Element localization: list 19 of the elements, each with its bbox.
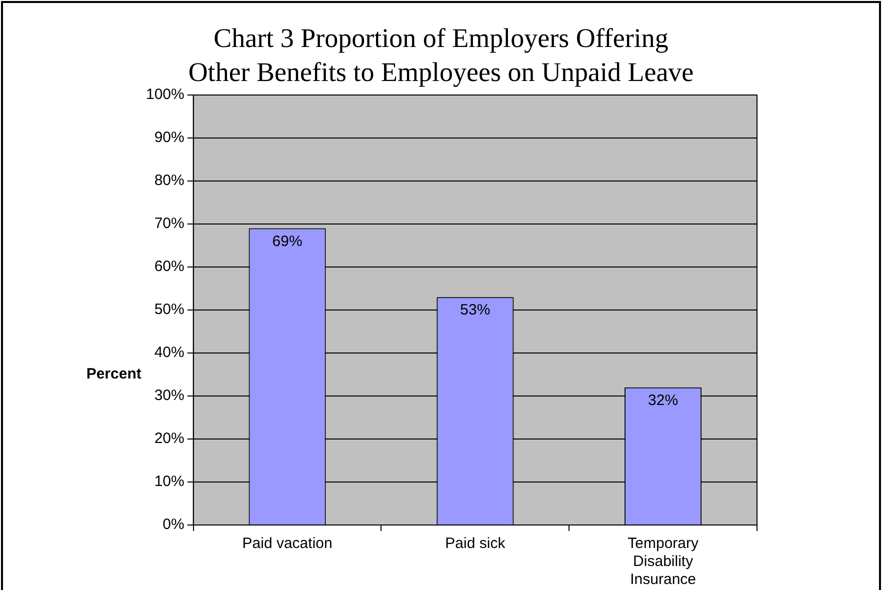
y-tick-label: 30% (154, 387, 184, 404)
data-label: 32% (648, 392, 678, 410)
y-tick-label: 80% (154, 172, 184, 190)
x-tick-label: Paid sick (445, 535, 506, 552)
y-axis-title: Percent (86, 366, 142, 383)
y-tick-label: 60% (154, 258, 184, 276)
y-tick-label: 50% (154, 301, 184, 318)
y-tick-label: 100% (146, 86, 184, 104)
x-tick-label: Temporary Disability Insurance (628, 535, 699, 588)
data-label: 69% (272, 232, 302, 250)
y-tick-label: 10% (154, 473, 184, 490)
y-tick-label: 0% (162, 516, 184, 534)
data-label: 53% (460, 302, 490, 319)
y-tick-label: 40% (154, 344, 184, 362)
y-tick-label: 90% (154, 129, 184, 146)
x-tick-label: Paid vacation (242, 535, 332, 552)
y-tick-label: 20% (154, 430, 184, 448)
y-tick-label: 70% (154, 215, 184, 232)
chart-title: Chart 3 Proportion of Employers Offering Other Benefits to Employees on Unpaid Leave (187, 22, 695, 89)
